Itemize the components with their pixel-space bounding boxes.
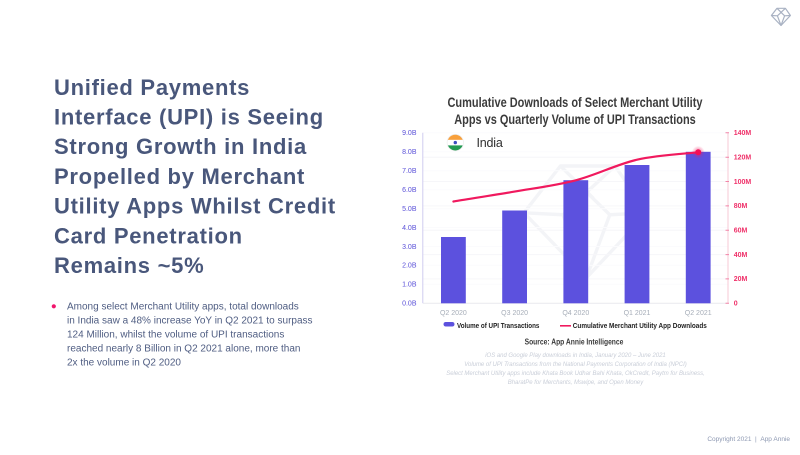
svg-text:120M: 120M bbox=[734, 155, 752, 162]
svg-text:India: India bbox=[477, 136, 503, 150]
svg-text:20M: 20M bbox=[734, 276, 748, 283]
svg-text:124 Million, whilst the volume: 124 Million, whilst the volume of UPI tr… bbox=[67, 330, 284, 341]
svg-text:Q2 2021: Q2 2021 bbox=[685, 310, 712, 317]
svg-text:9.0B: 9.0B bbox=[402, 130, 417, 137]
svg-text:Strong Growth in India: Strong Growth in India bbox=[54, 134, 307, 159]
svg-text:Volume of UPI Transactions fro: Volume of UPI Transactions from the Nati… bbox=[464, 362, 686, 368]
svg-text:Remains ~5%: Remains ~5% bbox=[54, 253, 204, 278]
svg-text:Q2 2020: Q2 2020 bbox=[440, 310, 467, 317]
svg-text:0.0B: 0.0B bbox=[402, 301, 417, 308]
svg-text:in India saw a 48% increase Yo: in India saw a 48% increase YoY in Q2 20… bbox=[67, 316, 313, 327]
svg-text:Q3 2020: Q3 2020 bbox=[501, 310, 528, 317]
svg-text:3.0B: 3.0B bbox=[402, 244, 417, 251]
svg-text:Card Penetration: Card Penetration bbox=[54, 223, 243, 248]
svg-text:60M: 60M bbox=[734, 228, 748, 235]
svg-text:Q1 2021: Q1 2021 bbox=[624, 310, 651, 317]
svg-text:Cumulative Merchant Utility Ap: Cumulative Merchant Utility App Download… bbox=[573, 321, 707, 330]
svg-text:Unified Payments: Unified Payments bbox=[54, 75, 250, 100]
svg-text:7.0B: 7.0B bbox=[402, 168, 417, 175]
svg-text:2.0B: 2.0B bbox=[402, 263, 417, 270]
svg-text:4.0B: 4.0B bbox=[402, 225, 417, 232]
svg-text:iOS and Google Play downloads: iOS and Google Play downloads in India, … bbox=[485, 353, 666, 359]
svg-text:Among select Merchant Utility: Among select Merchant Utility apps, tota… bbox=[67, 302, 299, 313]
svg-text:Interface (UPI) is Seeing: Interface (UPI) is Seeing bbox=[54, 105, 324, 130]
svg-text:Cumulative Downloads of Select: Cumulative Downloads of Select Merchant … bbox=[448, 95, 703, 110]
svg-text:2x the volume in Q2 2020: 2x the volume in Q2 2020 bbox=[67, 358, 181, 369]
svg-text:Copyright 2021 | App Annie: Copyright 2021 | App Annie bbox=[707, 436, 790, 443]
svg-text:BharatPe for Merchants, Mswipe: BharatPe for Merchants, Mswipe, and Open… bbox=[508, 380, 645, 386]
svg-text:reached nearly 8 Billion in Q2: reached nearly 8 Billion in Q2 2021 alon… bbox=[67, 344, 300, 355]
svg-text:1.0B: 1.0B bbox=[402, 282, 417, 289]
svg-text:Propelled by Merchant: Propelled by Merchant bbox=[54, 164, 305, 189]
svg-text:140M: 140M bbox=[734, 130, 752, 137]
svg-text:Select Merchant Utility apps i: Select Merchant Utility apps include Kha… bbox=[446, 371, 705, 377]
svg-text:0: 0 bbox=[734, 301, 738, 308]
svg-text:100M: 100M bbox=[734, 179, 752, 186]
svg-text:8.0B: 8.0B bbox=[402, 149, 417, 156]
svg-text:Utility Apps Whilst Credit: Utility Apps Whilst Credit bbox=[54, 194, 336, 219]
svg-text:Source: App Annie Intelligence: Source: App Annie Intelligence bbox=[525, 337, 624, 346]
svg-text:Volume of UPI Transactions: Volume of UPI Transactions bbox=[457, 321, 539, 330]
svg-text:Apps vs Quarterly Volume of UP: Apps vs Quarterly Volume of UPI Transact… bbox=[454, 112, 696, 127]
svg-text:80M: 80M bbox=[734, 203, 748, 210]
svg-text:Q4 2020: Q4 2020 bbox=[562, 310, 589, 317]
svg-text:40M: 40M bbox=[734, 252, 748, 259]
svg-text:5.0B: 5.0B bbox=[402, 206, 417, 213]
svg-text:6.0B: 6.0B bbox=[402, 187, 417, 194]
